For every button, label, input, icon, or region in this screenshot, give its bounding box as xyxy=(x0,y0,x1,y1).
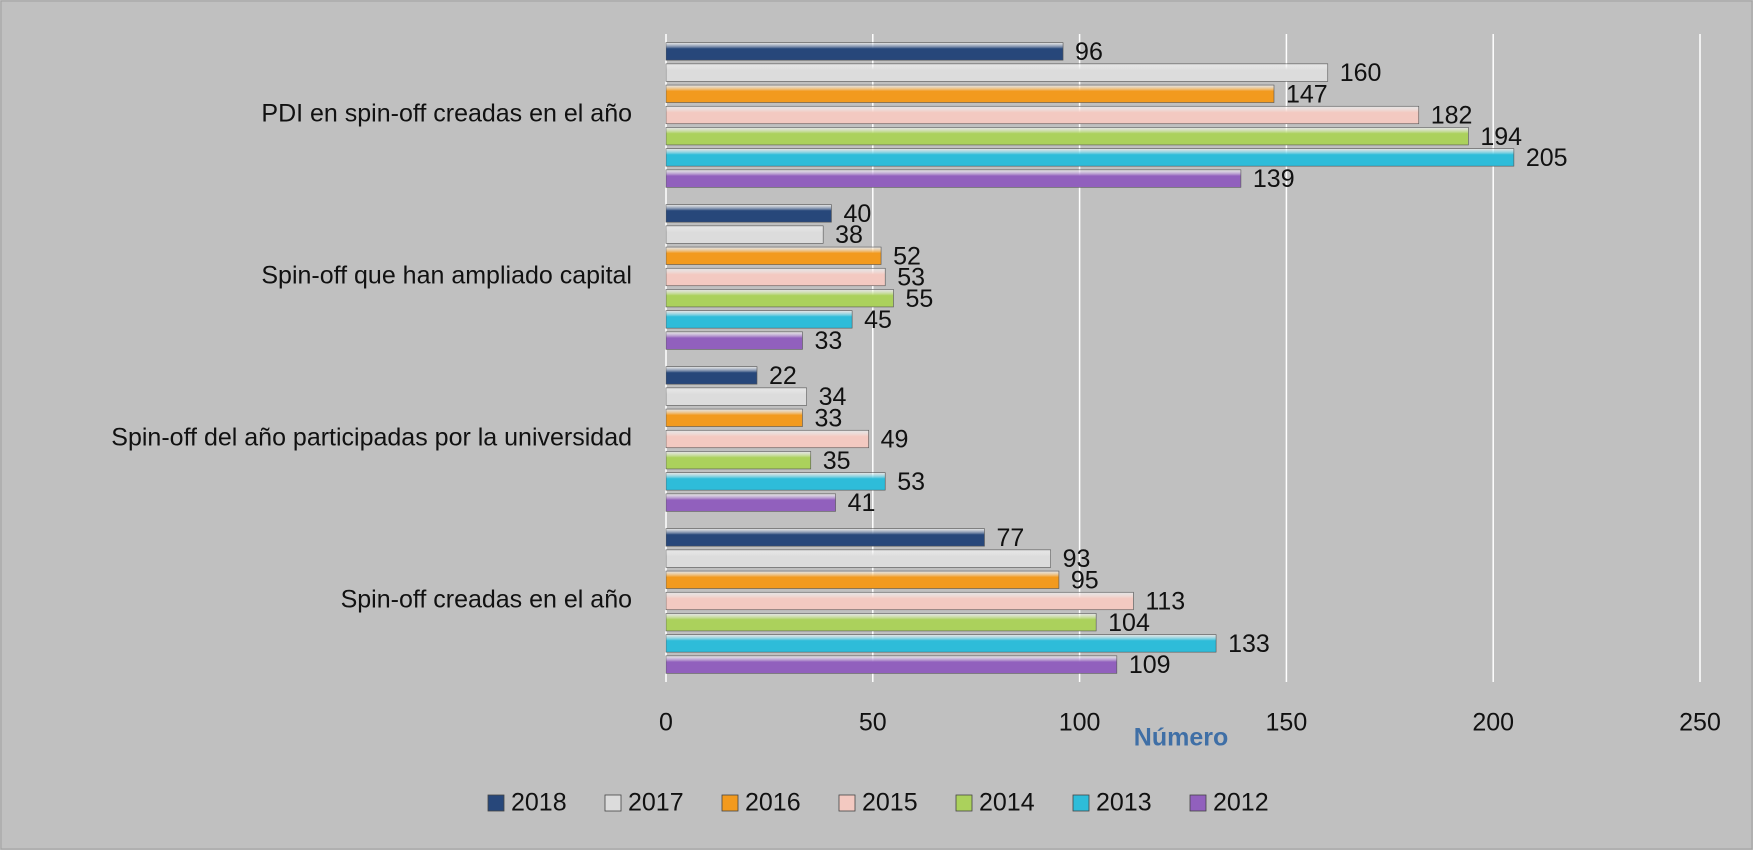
legend-label: 2013 xyxy=(1096,789,1152,817)
legend-label: 2014 xyxy=(979,789,1035,817)
legend-label: 2017 xyxy=(628,789,684,817)
legend-swatch xyxy=(838,794,856,812)
bar xyxy=(665,472,886,491)
legend-swatch xyxy=(487,794,505,812)
bar xyxy=(665,225,824,244)
bar xyxy=(665,63,1329,82)
value-label: 53 xyxy=(897,468,925,496)
bar xyxy=(665,127,1469,146)
bar xyxy=(665,366,758,385)
bar xyxy=(665,408,803,427)
bar xyxy=(665,331,803,350)
bar xyxy=(665,289,894,308)
legend-swatch xyxy=(721,794,739,812)
value-label: 133 xyxy=(1228,630,1270,658)
bar xyxy=(665,84,1275,103)
value-label: 34 xyxy=(819,383,847,411)
value-label: 104 xyxy=(1108,609,1150,637)
value-label: 95 xyxy=(1071,566,1099,594)
bar xyxy=(665,148,1515,167)
bar xyxy=(665,591,1134,611)
value-label: 52 xyxy=(893,242,921,270)
bar xyxy=(665,246,882,265)
value-label: 41 xyxy=(848,489,876,517)
bar xyxy=(665,451,812,470)
value-label: 93 xyxy=(1063,545,1091,573)
category-label: Spin-off que han ampliado capital xyxy=(261,262,632,290)
bar xyxy=(665,42,1064,61)
value-label: 160 xyxy=(1340,59,1382,87)
bar xyxy=(665,549,1051,568)
value-label: 40 xyxy=(843,200,871,228)
x-tick-label: 50 xyxy=(859,709,887,737)
bar xyxy=(665,655,1118,674)
value-label: 33 xyxy=(814,327,842,355)
legend-swatch xyxy=(604,794,622,812)
legend-label: 2016 xyxy=(745,789,801,817)
bar xyxy=(665,387,807,406)
value-label: 55 xyxy=(905,285,933,313)
legend-label: 2012 xyxy=(1213,789,1269,817)
bar xyxy=(665,204,832,223)
x-tick-label: 250 xyxy=(1679,709,1721,737)
value-label: 182 xyxy=(1431,102,1473,130)
bar xyxy=(665,528,985,547)
x-tick-label: 200 xyxy=(1472,709,1514,737)
legend-label: 2015 xyxy=(862,789,918,817)
bar xyxy=(665,105,1420,125)
bar xyxy=(665,493,836,512)
bar xyxy=(665,570,1060,589)
value-label: 194 xyxy=(1480,123,1522,151)
category-label: PDI en spin-off creadas en el año xyxy=(261,100,632,128)
bar xyxy=(665,634,1217,653)
value-label: 35 xyxy=(823,447,851,475)
value-label: 45 xyxy=(864,306,892,334)
x-axis-title: Número xyxy=(1134,724,1228,752)
value-label: 53 xyxy=(897,264,925,292)
category-label: Spin-off creadas en el año xyxy=(341,586,632,614)
value-label: 113 xyxy=(1145,588,1185,616)
value-label: 77 xyxy=(996,524,1024,552)
value-label: 49 xyxy=(881,426,909,454)
x-tick-label: 150 xyxy=(1266,709,1308,737)
legend-swatch xyxy=(1072,794,1090,812)
x-tick-label: 100 xyxy=(1059,709,1101,737)
x-tick-label: 0 xyxy=(659,709,673,737)
value-label: 147 xyxy=(1286,80,1328,108)
bar xyxy=(665,429,869,449)
category-label: Spin-off del año participadas por la uni… xyxy=(111,424,632,452)
bar xyxy=(665,310,853,329)
bar xyxy=(665,267,886,287)
value-label: 96 xyxy=(1075,38,1103,66)
legend-swatch xyxy=(1189,794,1207,812)
value-label: 205 xyxy=(1526,144,1568,172)
value-label: 139 xyxy=(1253,165,1295,193)
bar xyxy=(665,169,1242,188)
value-label: 38 xyxy=(835,221,863,249)
legend-label: 2018 xyxy=(511,789,567,817)
legend-swatch xyxy=(955,794,973,812)
value-label: 109 xyxy=(1129,651,1171,679)
value-label: 33 xyxy=(814,404,842,432)
value-label: 22 xyxy=(769,362,797,390)
bar xyxy=(665,613,1097,632)
